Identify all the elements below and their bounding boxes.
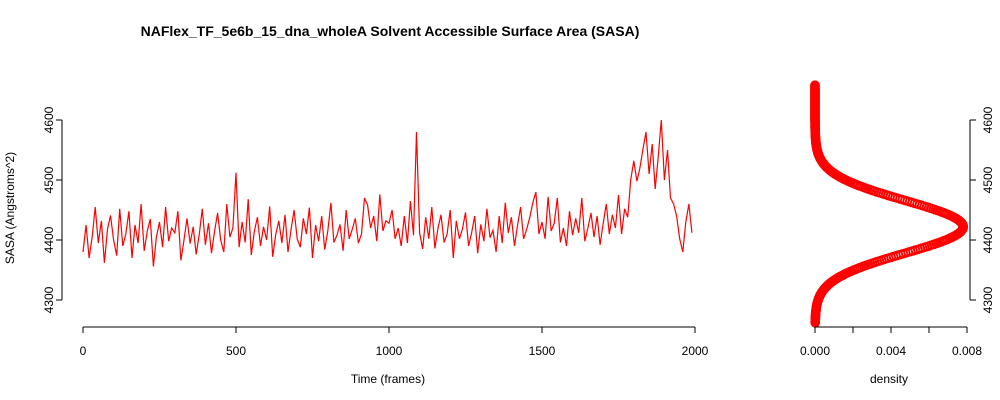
sasa-density-plot: 4300 4400 4500 4600 0.000 0.004 0.008 density (800, 80, 995, 386)
main-y-axis-label: SASA (Angstroms^2) (3, 152, 17, 264)
density-y-tick-label: 4400 (981, 226, 995, 253)
main-x-tick-label: 500 (226, 344, 246, 358)
main-y-tick-label: 4300 (42, 286, 56, 313)
chart-title: NAFlex_TF_5e6b_15_dna_wholeA Solvent Acc… (141, 23, 640, 39)
main-y-ticks: 4300 4400 4500 4600 (42, 106, 62, 313)
density-x-tick-label: 0.004 (876, 344, 906, 358)
sasa-time-series-plot: 4300 4400 4500 4600 0 500 1000 1500 2000 Time (… (3, 106, 709, 386)
density-x-axis-label: density (870, 372, 908, 386)
main-x-ticks: 0 500 1000 1500 2000 (80, 327, 709, 358)
main-x-tick-label: 0 (80, 344, 87, 358)
main-y-tick-label: 4400 (42, 226, 56, 253)
main-x-tick-label: 1000 (376, 344, 403, 358)
main-x-axis-label: Time (frames) (351, 372, 425, 386)
density-y-tick-label: 4300 (981, 286, 995, 313)
sasa-series-line (82, 119, 693, 267)
density-curve (810, 80, 969, 328)
density-y-tick-label: 4600 (981, 106, 995, 133)
density-y-tick-label: 4500 (981, 166, 995, 193)
density-x-tick-label: 0.000 (800, 344, 830, 358)
main-x-tick-label: 1500 (529, 344, 556, 358)
main-y-tick-label: 4500 (42, 166, 56, 193)
density-x-tick-label: 0.008 (952, 344, 982, 358)
main-x-tick-label: 2000 (682, 344, 709, 358)
density-point (810, 80, 820, 90)
density-y-ticks: 4300 4400 4500 4600 (970, 106, 995, 313)
density-x-ticks: 0.000 0.004 0.008 (800, 327, 982, 358)
main-y-tick-label: 4600 (42, 106, 56, 133)
